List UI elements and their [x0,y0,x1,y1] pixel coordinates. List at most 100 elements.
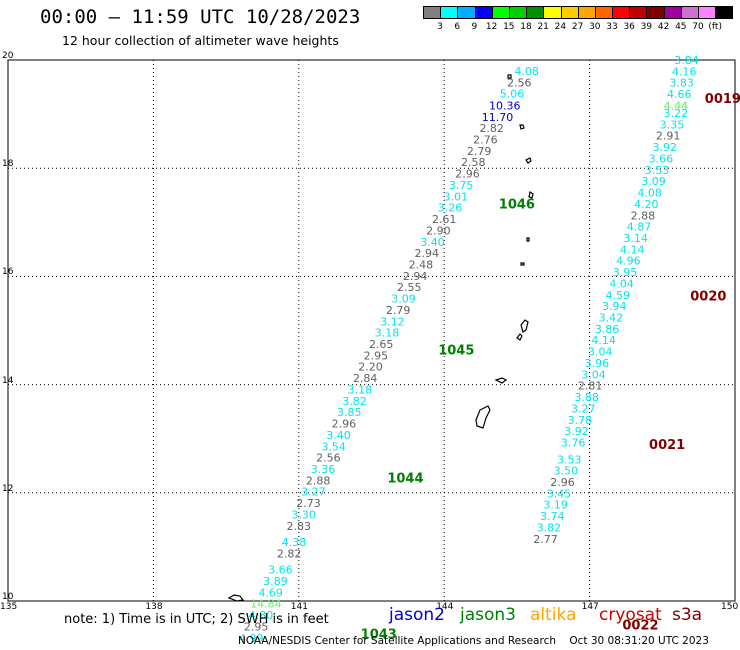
wave-height-value: 3.36 [311,463,336,476]
wave-height-value: 2.79 [386,304,411,317]
wave-height-value: 2.79 [467,145,492,158]
wave-height-value: 2.95 [364,349,389,362]
latitude-tick-label: 10 [2,592,14,602]
longitude-tick-label: 144 [436,602,454,612]
pass-label: 1043 [361,627,397,642]
colorbar-label: 21 [537,22,549,32]
wave-height-value: 2.88 [306,474,331,487]
island-agrihan [525,157,532,164]
colorbar-label: 9 [471,22,478,32]
wave-height-value: 4.14 [620,243,645,256]
units-note: note: 1) Time is in UTC; 2) SWH is in fe… [64,612,329,627]
colorbar-label: 18 [520,22,532,32]
page-title: 00:00 – 11:59 UTC 10/28/2023 [40,6,361,28]
pass-label: 0020 [690,289,726,304]
page-subtitle: 12 hour collection of altimeter wave hei… [62,33,339,48]
latitude-tick-label: 16 [2,267,14,278]
islands [227,74,534,602]
colorbar-label: 42 [657,22,670,32]
colorbar-label: 30 [589,22,601,32]
wave-height-value: 4.20 [634,198,659,211]
pass-label: 0022 [622,618,658,633]
wave-height-value: 3.30 [291,508,316,521]
wave-height-value: 4.16 [672,65,697,78]
wave-height-tracks: 4.082.565.0610.3611.702.822.762.792.582.… [239,54,699,645]
wave-height-value: 3.92 [564,425,589,438]
pass-label: 1045 [438,343,474,358]
longitude-tick-label: 138 [145,602,163,612]
wave-height-value: 3.78 [568,414,593,427]
wave-height-value: 2.55 [397,281,422,294]
wave-height-value: 2.81 [578,380,603,393]
island-saipan [520,319,529,333]
latitude-tick-label: 12 [2,483,14,494]
wave-height-value: 2.83 [287,520,312,533]
wave-height-value: 4.08 [637,187,662,200]
pass-label: 0019 [705,92,740,107]
colorbar-label: 45 [675,22,687,32]
wave-height-value: 4.87 [627,221,652,234]
island-guam [475,405,491,429]
wave-height-value: 11.70 [482,111,514,124]
wave-height-value: 3.42 [599,312,624,325]
wave-height-value: 3.53 [645,164,670,177]
wave-height-value: 2.96 [332,418,357,431]
wave-height-value: 2.82 [277,547,302,560]
wave-height-value: 3.35 [660,118,685,131]
wave-height-value: 4.80 [249,609,274,622]
wave-height-value: 5.06 [500,88,525,101]
wave-height-value: 3.76 [561,436,586,449]
wave-height-value: 3.12 [380,315,405,328]
island-anatahan [520,262,525,266]
latitude-tick-label: 20 [2,51,14,61]
wave-height-value: 3.83 [669,77,694,90]
wave-height-value: 3.01 [444,190,469,203]
wave-height-value: 3.92 [652,141,677,154]
island-asuncion [519,124,525,130]
map-frame [7,59,736,602]
wave-height-value: 2.48 [409,258,434,271]
wave-height-value: 3.09 [391,293,416,306]
wave-height-value: 3.04 [588,346,613,359]
wave-height-value: 3.09 [641,175,666,188]
legend-altika: altika [530,605,577,625]
wave-height-value: 3.95 [613,266,638,279]
wave-height-value: 3.89 [263,575,288,588]
wave-height-value: 4.38 [282,536,307,549]
wave-height-value: 4.14 [591,334,616,347]
grid-lines [8,60,735,601]
wave-height-value: 14.84 [250,598,282,611]
wave-height-value: 3.27 [571,402,596,415]
wave-height-value: 2.88 [631,209,656,222]
wave-height-value: 3.94 [602,300,627,313]
colorbar-label: 15 [503,22,515,32]
island-sarigan [526,237,530,242]
wave-height-value: 4.69 [258,586,283,599]
island-pagan [528,191,534,199]
legend-jason2: jason2 [389,605,445,625]
wave-height-value: 4.66 [667,88,692,101]
longitude-tick-label: 141 [290,602,308,612]
wave-height-value: 3.86 [595,323,620,336]
island-farallon [507,74,512,79]
wave-height-value: 4.96 [616,255,641,268]
colorbar-label: 24 [554,22,567,32]
wave-height-value: 2.94 [415,247,440,260]
wave-height-value: 3.53 [557,453,582,466]
footer-credit: NOAA/NESDIS Center for Satellite Applica… [238,635,709,647]
wave-height-value: 2.94 [403,270,428,283]
colorbar-label: 6 [454,22,461,32]
colorbar-label: 3 [437,22,443,32]
legend-cryosat: cryosat [599,605,662,625]
wave-height-value: 10.36 [489,99,521,112]
colorbar-label: 33 [606,22,618,32]
wave-height-value: 3.66 [268,564,293,577]
wave-height-value: 3.14 [623,232,648,245]
wave-height-value: 2.73 [296,497,321,510]
colorbar-cell [715,6,734,19]
wave-height-value: 3.18 [348,383,373,396]
pass-label: 1044 [387,472,423,487]
longitude-tick-label: 150 [721,602,739,612]
pass-label: 1046 [499,197,535,212]
